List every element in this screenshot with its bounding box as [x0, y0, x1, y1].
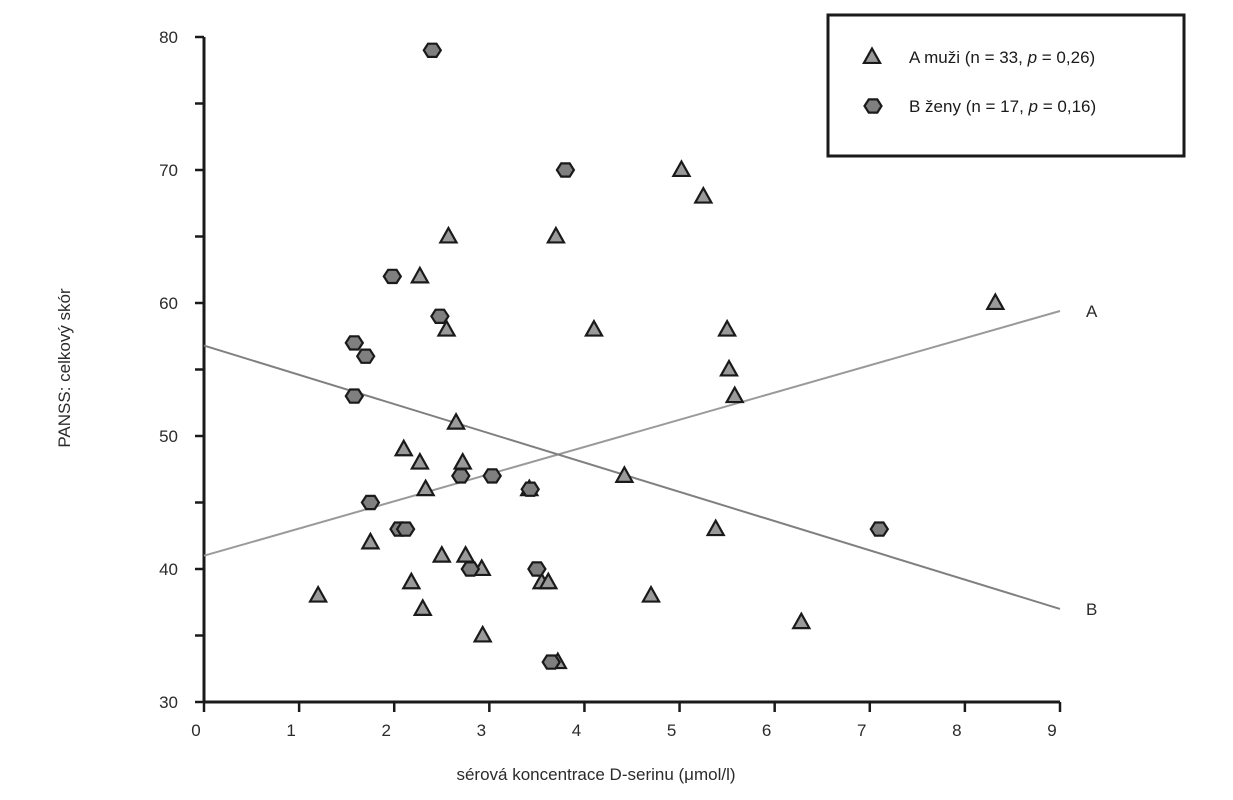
- data-point-a: [717, 318, 738, 337]
- data-point-a: [724, 385, 745, 404]
- legend-text: A muži (n = 33,: [909, 48, 1028, 67]
- data-point-a: [409, 451, 430, 470]
- trend-label-a: A: [1086, 302, 1098, 321]
- legend-items: A muži (n = 33, p = 0,26) B ženy (n = 17,…: [862, 46, 1096, 116]
- legend-box: [826, 13, 1186, 158]
- trend-line-b: [203, 344, 1061, 610]
- data-point-a: [401, 571, 422, 590]
- data-point-b: [555, 162, 576, 178]
- y-tick-label: 50: [159, 427, 178, 446]
- x-tick-label: 5: [667, 721, 676, 740]
- data-point-b: [395, 521, 416, 537]
- x-tick-label: 0: [191, 721, 200, 740]
- data-point-a: [614, 465, 635, 483]
- data-point-a: [431, 544, 452, 563]
- data-point-a: [409, 265, 430, 284]
- data-point-a: [641, 584, 661, 603]
- trend-lines: AB: [203, 302, 1098, 619]
- x-tick-label: 6: [762, 721, 771, 740]
- data-point-b: [527, 561, 547, 577]
- data-point-b: [541, 654, 562, 670]
- data-point-a: [671, 159, 692, 178]
- data-point-b: [430, 308, 450, 324]
- x-tick-label: 8: [952, 721, 961, 740]
- legend-text: B ženy (n = 17,: [909, 97, 1029, 116]
- data-point-b: [382, 268, 403, 285]
- x-axis-ticks: 0 1 2 3 4 5 6 7 8 9: [191, 702, 1062, 740]
- data-point-a: [472, 624, 493, 643]
- data-point-a: [412, 598, 433, 616]
- data-point-a: [436, 318, 457, 337]
- legend-p-value: = 0,26): [1037, 48, 1095, 67]
- y-axis-label: PANSS: celkový skór: [55, 288, 74, 448]
- y-tick-label: 80: [159, 28, 178, 47]
- x-tick-label: 2: [381, 721, 390, 740]
- x-tick-label: 3: [477, 721, 486, 740]
- x-tick-label: 4: [572, 721, 581, 740]
- data-point-a: [438, 225, 459, 244]
- data-point-b: [460, 561, 481, 577]
- x-axis-label: sérová koncentrace D-serinu (μmol/l): [456, 765, 735, 784]
- data-point-a: [455, 544, 476, 563]
- data-point-b: [869, 521, 890, 537]
- data-point-a: [415, 478, 436, 497]
- data-point-b: [360, 494, 381, 511]
- data-point-a: [584, 318, 604, 337]
- data-point-a: [791, 611, 812, 630]
- data-point-a: [719, 358, 739, 377]
- data-point-a: [693, 185, 714, 204]
- x-tick-label: 7: [857, 721, 866, 740]
- x-tick-label: 9: [1047, 721, 1056, 740]
- y-tick-label: 70: [159, 161, 178, 180]
- data-point-a: [446, 411, 466, 430]
- data-point-b: [344, 335, 365, 351]
- data-points: [308, 42, 1006, 670]
- data-point-b: [355, 348, 376, 364]
- legend-marker-a: [862, 46, 882, 65]
- data-point-a: [360, 531, 381, 550]
- y-tick-label: 40: [159, 560, 178, 579]
- data-point-a: [545, 225, 566, 244]
- x-tick-label: 1: [286, 721, 295, 740]
- legend-p-symbol: p: [1027, 48, 1037, 67]
- data-point-b: [482, 468, 503, 484]
- data-point-b: [520, 481, 541, 497]
- legend: A muži (n = 33, p = 0,26) B ženy (n = 17,…: [826, 13, 1186, 158]
- legend-p-value: = 0,16): [1038, 97, 1096, 116]
- data-point-a: [985, 292, 1006, 311]
- data-point-a: [452, 451, 473, 470]
- data-point-a: [705, 518, 726, 537]
- legend-label-b: B ženy (n = 17, p = 0,16): [909, 97, 1096, 116]
- data-point-b: [422, 42, 443, 59]
- data-point-a: [393, 438, 414, 457]
- data-point-b: [344, 388, 365, 404]
- y-tick-label: 60: [159, 294, 178, 313]
- data-point-b: [450, 468, 471, 484]
- data-point-a: [308, 584, 329, 603]
- trend-line-a: [203, 310, 1061, 557]
- trend-label-b: B: [1086, 600, 1097, 619]
- y-axis-ticks: 30 40 50 60 70 80: [159, 28, 204, 712]
- data-point-a: [538, 571, 559, 590]
- legend-label-a: A muži (n = 33, p = 0,26): [909, 48, 1095, 67]
- legend-p-symbol: p: [1028, 97, 1038, 116]
- legend-marker-b: [863, 98, 883, 114]
- y-tick-label: 30: [159, 693, 178, 712]
